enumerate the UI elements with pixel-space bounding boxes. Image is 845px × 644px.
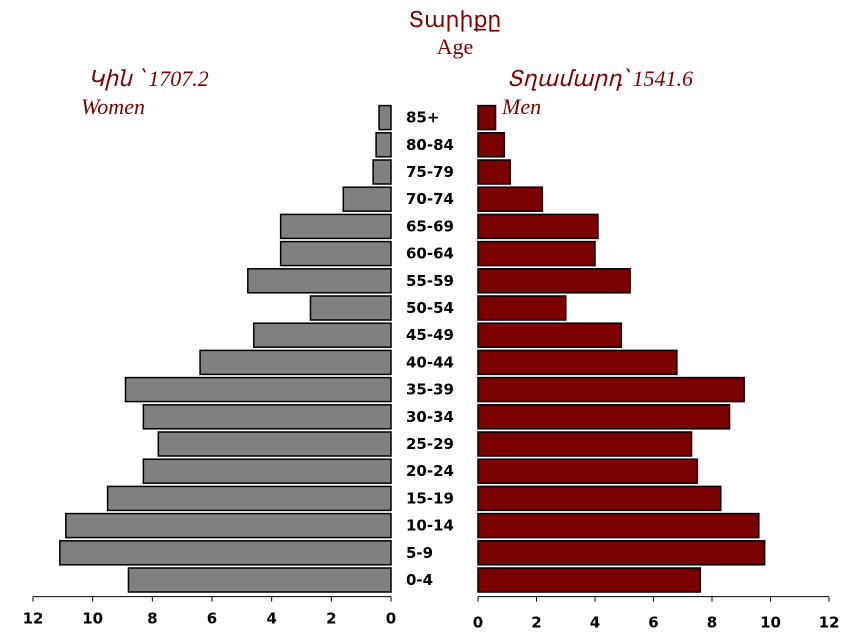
age-label-45-49: 45-49 [406, 326, 454, 344]
age-label-15-19: 15-19 [406, 489, 454, 507]
women-bar-75-79 [372, 159, 392, 185]
men-bar-50-54 [477, 295, 567, 321]
women-bar-15-19 [106, 485, 392, 512]
age-label-85+: 85+ [406, 109, 439, 127]
age-labels: 85+ 80-84 75-79 70-74 65-69 60-64 55-59 50-54 45… [406, 109, 454, 589]
women-bars [59, 104, 392, 593]
women-bar-35-39 [124, 376, 392, 403]
age-label-25-29: 25-29 [406, 435, 454, 453]
age-label-70-74: 70-74 [406, 190, 454, 208]
age-label-50-54: 50-54 [406, 299, 454, 317]
men-bar-10-14 [477, 512, 760, 539]
age-label-35-39: 35-39 [406, 381, 454, 399]
men-tick-label-2: 2 [531, 614, 541, 632]
women-bar-60-64 [279, 240, 392, 267]
women-bar-40-44 [199, 349, 392, 376]
men-bar-60-64 [477, 240, 596, 267]
age-label-55-59: 55-59 [406, 272, 454, 290]
women-tick-label-8: 8 [147, 610, 157, 628]
men-tick-label-0: 0 [473, 614, 483, 632]
men-tick-label-8: 8 [707, 614, 717, 632]
women-tick-label-4: 4 [266, 610, 276, 628]
women-bar-45-49 [253, 322, 392, 348]
women-bar-5-9 [59, 540, 392, 566]
age-label-20-24: 20-24 [406, 462, 454, 480]
men-bar-85+ [477, 104, 497, 131]
age-label-80-84: 80-84 [406, 136, 454, 154]
women-x-axis: 0 2 4 6 8 10 12 [23, 596, 396, 628]
men-bar-25-29 [477, 431, 693, 457]
men-bar-45-49 [477, 322, 623, 348]
age-label-30-34: 30-34 [406, 408, 454, 426]
men-tick-label-10: 10 [760, 614, 781, 632]
age-label-0-4: 0-4 [406, 571, 433, 589]
legend-women-total: Կին ՝ 1707.2 [88, 66, 209, 91]
men-tick-label-6: 6 [648, 614, 658, 632]
men-tick-label-12: 12 [819, 614, 840, 632]
women-bar-10-14 [65, 512, 392, 539]
men-x-axis: 0 2 4 6 8 10 12 [473, 596, 840, 632]
men-bar-40-44 [477, 349, 678, 376]
women-bar-0-4 [127, 567, 392, 593]
men-bar-0-4 [477, 567, 702, 593]
chart-title: Տարիքը [409, 7, 502, 32]
age-label-5-9: 5-9 [406, 544, 433, 562]
legend-men-label: Men [501, 94, 541, 119]
women-bar-25-29 [157, 431, 392, 457]
women-tick-label-10: 10 [82, 610, 103, 628]
age-label-40-44: 40-44 [406, 353, 454, 371]
women-bar-85+ [378, 104, 392, 131]
men-bar-30-34 [477, 404, 731, 430]
age-label-10-14: 10-14 [406, 517, 454, 535]
women-bar-55-59 [247, 268, 392, 294]
men-bar-80-84 [477, 132, 506, 158]
women-bar-70-74 [342, 186, 392, 212]
legend-women-label: Women [81, 94, 145, 119]
women-tick-label-12: 12 [23, 610, 44, 628]
men-bar-70-74 [477, 186, 544, 212]
women-tick-label-2: 2 [326, 610, 336, 628]
women-bar-30-34 [142, 404, 392, 430]
men-bar-5-9 [477, 540, 766, 566]
men-bar-35-39 [477, 376, 745, 403]
men-bar-15-19 [477, 485, 722, 512]
men-bar-55-59 [477, 268, 631, 294]
age-label-75-79: 75-79 [406, 163, 454, 181]
men-bars [477, 104, 766, 593]
men-bar-75-79 [477, 159, 511, 185]
women-bar-65-69 [279, 213, 392, 240]
women-bar-50-54 [309, 295, 392, 321]
legend-men-total: Տղամարդ՝ 1541.6 [507, 66, 693, 91]
men-bar-65-69 [477, 213, 599, 240]
men-tick-label-4: 4 [590, 614, 600, 632]
women-tick-label-0: 0 [386, 610, 396, 628]
women-tick-label-6: 6 [207, 610, 217, 628]
chart-subtitle: Age [437, 34, 474, 59]
women-bar-80-84 [375, 132, 392, 158]
age-label-60-64: 60-64 [406, 245, 454, 263]
women-bar-20-24 [142, 458, 392, 484]
age-label-65-69: 65-69 [406, 217, 454, 235]
men-bar-20-24 [477, 458, 699, 484]
